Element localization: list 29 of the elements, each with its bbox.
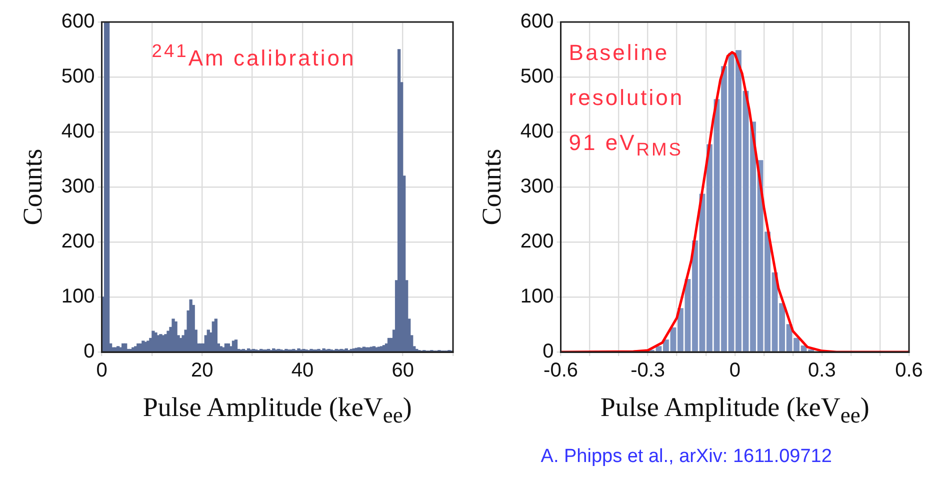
- y-tick-label: 500: [520, 66, 554, 88]
- x-tick-label: 60: [392, 360, 414, 382]
- y-tick-label: 600: [61, 10, 95, 33]
- y-tick-label: 300: [520, 176, 554, 198]
- y-tick-label: 400: [520, 120, 554, 143]
- y-tick-label: 300: [61, 176, 95, 198]
- y-tick-label: 100: [61, 286, 95, 308]
- x-tick-label: 0.3: [808, 360, 836, 382]
- y-tick-label: 200: [61, 230, 95, 253]
- y-tick-label: 0: [84, 340, 95, 363]
- x-axis-title: Pulse Amplitude (keV$_{ee}$): [600, 392, 870, 428]
- y-tick-label: 200: [520, 230, 554, 253]
- x-tick-label: 40: [291, 360, 314, 382]
- x-tick-label: 0.6: [895, 360, 923, 382]
- annotation: Baseline: [568, 40, 670, 66]
- text: A. Phipps et al., arXiv: 1611.09712: [540, 446, 832, 468]
- y-tick-label: 500: [61, 66, 95, 88]
- annotation: $^{241}$Am calibration: [152, 40, 356, 72]
- y-tick-label: 100: [520, 286, 554, 308]
- annotation: resolution: [568, 85, 684, 111]
- y-tick-label: 600: [520, 10, 554, 33]
- annotation: 91 eV$_{RMS}$: [568, 130, 683, 160]
- x-tick-label: 20: [190, 360, 214, 382]
- x-tick-label: 0: [729, 360, 740, 382]
- y-axis-title: Counts: [17, 148, 48, 226]
- y-tick-label: 400: [61, 120, 95, 143]
- x-tick-label: -0.3: [630, 360, 666, 382]
- y-axis-title: Counts: [476, 148, 506, 226]
- x-axis-title: Pulse Amplitude (keV$_{ee}$): [142, 392, 412, 428]
